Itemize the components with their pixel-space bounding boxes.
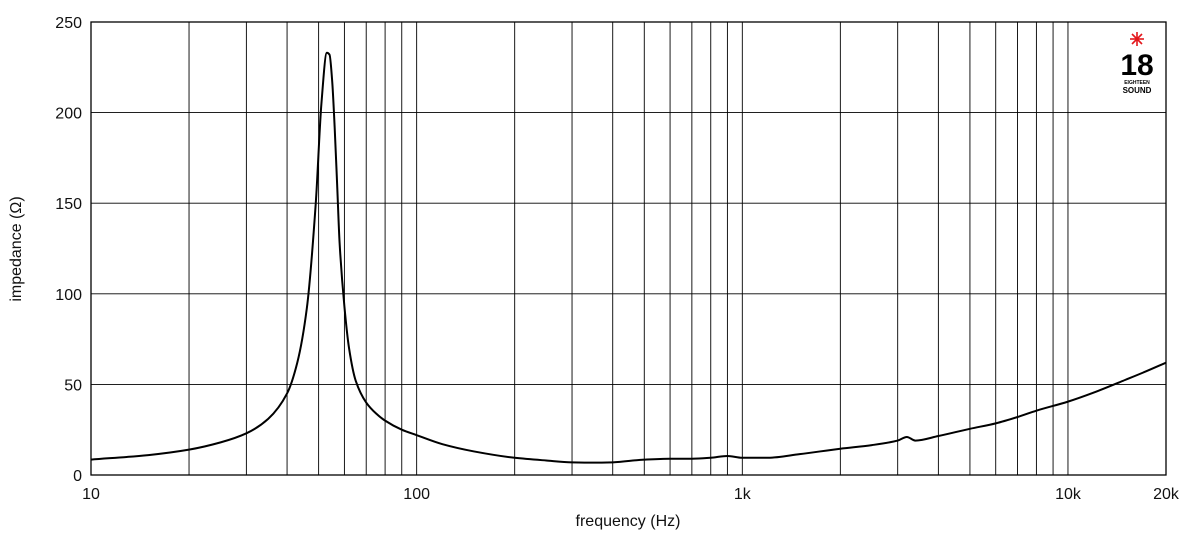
y-tick-label: 200	[55, 106, 82, 123]
logo-line1: EIGHTEEN	[1124, 80, 1150, 86]
star-icon	[1130, 32, 1144, 46]
y-tick-label: 100	[55, 287, 82, 304]
brand-logo: 18 EIGHTEEN SOUND	[1120, 32, 1154, 95]
y-tick-label: 150	[55, 196, 82, 213]
y-tick-label: 50	[64, 377, 82, 394]
logo-number: 18	[1120, 49, 1153, 82]
impedance-curve	[90, 51, 1167, 464]
series-layer	[90, 51, 1167, 464]
x-tick-label: 10	[82, 486, 100, 503]
x-axis-title: frequency (Hz)	[576, 513, 681, 530]
x-tick-label: 1k	[734, 486, 752, 503]
x-tick-label: 100	[403, 486, 430, 503]
x-tick-label: 10k	[1055, 486, 1082, 503]
x-tick-label: 20k	[1153, 486, 1180, 503]
logo-line2: SOUND	[1123, 86, 1152, 95]
y-tick-labels: 0 50 100 150 200 250	[55, 15, 82, 485]
y-tick-label: 0	[73, 468, 82, 485]
x-tick-labels: 10 100 1k 10k 20k	[82, 486, 1180, 503]
plot-frame	[90, 21, 1167, 476]
grid-lines	[91, 22, 1166, 475]
y-tick-label: 250	[55, 15, 82, 32]
y-axis-title: impedance (Ω)	[8, 196, 25, 301]
